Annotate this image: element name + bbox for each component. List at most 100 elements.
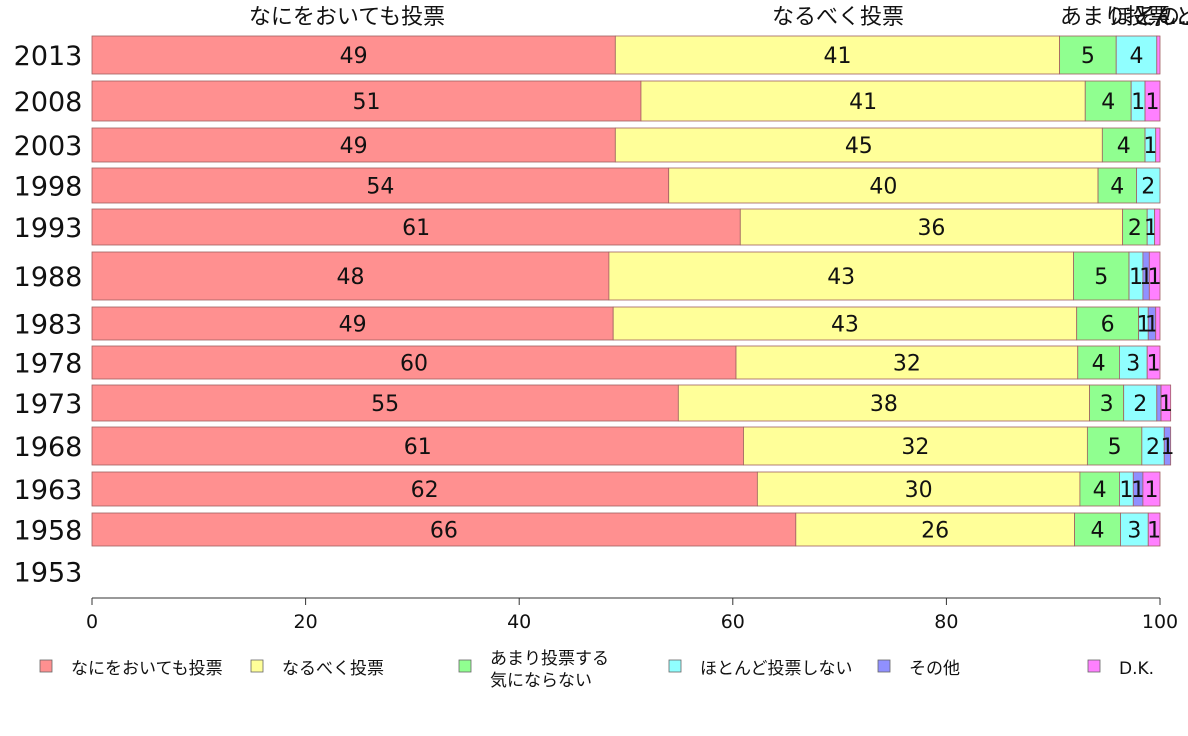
- bar-segment-1958-0: [91, 512, 797, 547]
- bar-segment-1983-1: [612, 306, 1078, 341]
- data-label-1973-0: 55: [371, 392, 399, 417]
- data-label-1978-5: 1: [1147, 352, 1161, 377]
- data-label-1963-4: 1: [1131, 478, 1145, 503]
- top-label-4: その...: [1136, 5, 1188, 30]
- data-label-1968-0: 61: [404, 435, 432, 460]
- bar-segment-1993-1: [739, 208, 1124, 246]
- data-label-1983-1: 43: [831, 313, 859, 338]
- data-label-1973-1: 38: [870, 392, 898, 417]
- bar-segment-1993-2: [1122, 208, 1148, 246]
- bar-row-1998: 54 40 4 2: [91, 167, 1161, 204]
- bar-segment-1988-1: [608, 251, 1074, 301]
- data-label-1993-2: 2: [1128, 216, 1142, 241]
- data-label-2008-2: 4: [1101, 90, 1115, 115]
- data-label-1958-3: 3: [1127, 519, 1141, 544]
- bar-segment-1968-2: [1086, 426, 1143, 466]
- bar-row-2008: 51 41 4 1 1: [91, 80, 1161, 122]
- year-label-1998: 1998: [14, 172, 83, 203]
- data-label-2003-0: 49: [340, 134, 368, 159]
- top-label-1: なるべく投票: [772, 5, 904, 30]
- bar-segment-1963-5: [1142, 471, 1161, 507]
- bar-segment-1968-0: [91, 426, 744, 466]
- x-tick-label-20: 20: [294, 611, 318, 633]
- year-label-1993: 1993: [14, 213, 83, 244]
- data-label-1968-4: 1: [1160, 435, 1174, 460]
- x-tick-label-60: 60: [721, 611, 745, 633]
- data-label-1968-2: 5: [1108, 435, 1122, 460]
- bar-segment-1988-2: [1073, 251, 1130, 301]
- bar-segment-1988-0: [91, 251, 610, 301]
- data-label-1998-3: 2: [1141, 175, 1155, 200]
- legend-label-5: D.K.: [1119, 659, 1154, 679]
- bar-segment-1973-2: [1089, 384, 1125, 422]
- top-label-0: なにをおいても投票: [249, 5, 445, 30]
- legend-label-0: なにをおいても投票: [71, 659, 223, 679]
- bar-row-2013: 49 41 5 4: [91, 35, 1161, 75]
- data-label-1988-0: 48: [336, 265, 364, 290]
- year-label-1973: 1973: [14, 389, 83, 420]
- legend-label-1: なるべく投票: [282, 659, 384, 679]
- bar-segment-2008-2: [1084, 80, 1132, 122]
- bar-segment-1998-1: [668, 167, 1099, 204]
- bar-segment-1983-0: [91, 306, 614, 341]
- bar-segment-1978-1: [735, 345, 1079, 380]
- data-label-2013-1: 41: [823, 44, 851, 69]
- data-label-1988-1: 43: [827, 265, 855, 290]
- legend-swatch-0: [39, 659, 53, 673]
- bar-segment-1978-2: [1077, 345, 1120, 380]
- legend-item-1: なるべく投票: [250, 659, 384, 679]
- data-label-1963-0: 62: [411, 478, 439, 503]
- bar-segment-2013-5: [1156, 35, 1161, 75]
- data-label-1978-2: 4: [1092, 352, 1106, 377]
- legend-item-3: ほとんど投票しない: [668, 659, 853, 679]
- year-label-1983: 1983: [14, 310, 83, 341]
- data-label-1978-3: 3: [1126, 352, 1140, 377]
- bar-segment-1998-3: [1136, 167, 1161, 204]
- bar-segment-2013-3: [1115, 35, 1158, 75]
- data-label-2013-0: 49: [340, 44, 368, 69]
- data-label-2013-2: 5: [1081, 44, 1095, 69]
- top-category-labels: なにをおいても投票 なるべく投票 あまり投票...ほとんど投...その...: [249, 5, 1188, 30]
- data-label-2008-1: 41: [849, 90, 877, 115]
- bar-segment-1973-1: [677, 384, 1090, 422]
- year-label-1978: 1978: [14, 349, 83, 380]
- bar-row-1988: 48 43 5 111: [91, 251, 1162, 301]
- x-tick-label-40: 40: [507, 611, 531, 633]
- bar-segment-1968-4: [1163, 426, 1172, 466]
- legend-item-0: なにをおいても投票: [39, 659, 223, 679]
- bar-row-1968: 61 32 5 2 1: [91, 426, 1174, 466]
- legend-item-2: あまり投票する気にならない: [458, 649, 609, 691]
- bar-segment-1978-5: [1146, 345, 1161, 380]
- top-label-3: ほとんど投...: [1110, 5, 1188, 30]
- data-label-1978-0: 60: [400, 352, 428, 377]
- bar-segment-1978-3: [1119, 345, 1148, 380]
- data-label-1983-2: 6: [1101, 313, 1115, 338]
- legend-label-2: あまり投票する気にならない: [490, 649, 609, 691]
- bar-row-1983: 49 43 6 11: [91, 306, 1161, 341]
- x-tick-label-100: 100: [1142, 611, 1178, 633]
- data-label-1958-1: 26: [921, 519, 949, 544]
- legend-item-5: D.K.: [1087, 659, 1154, 679]
- legend: なにをおいても投票 なるべく投票 あまり投票する気にならない ほとんど投票しない その他…: [39, 649, 1154, 691]
- data-label-1963-1: 30: [905, 478, 933, 503]
- legend-swatch-2: [458, 659, 472, 673]
- data-label-1973-2: 3: [1100, 392, 1114, 417]
- bar-segment-1983-2: [1076, 306, 1140, 341]
- data-label-2008-5: 1: [1146, 90, 1160, 115]
- legend-item-4: その他: [877, 659, 960, 679]
- bars: 49 41 5 451 41 4 1 149 45 4 154 40 4 261 36 2 148 43 5 1114…: [91, 35, 1174, 547]
- data-label-1963-5: 1: [1144, 478, 1158, 503]
- bar-segment-1973-5: [1160, 384, 1172, 422]
- bar-segment-2013-0: [91, 35, 616, 75]
- year-label-1953: 1953: [14, 558, 83, 589]
- bar-segment-2003-1: [614, 127, 1103, 163]
- bar-segment-1958-5: [1147, 512, 1161, 547]
- top-label-2: あまり投票...: [1060, 5, 1188, 30]
- legend-swatch-4: [877, 659, 891, 673]
- x-axis: 0 20 40 60 80 100: [86, 597, 1178, 633]
- bar-segment-1968-1: [743, 426, 1088, 466]
- bar-segment-2003-2: [1101, 127, 1146, 163]
- bar-segment-1993-5: [1154, 208, 1161, 246]
- bar-segment-1978-0: [91, 345, 737, 380]
